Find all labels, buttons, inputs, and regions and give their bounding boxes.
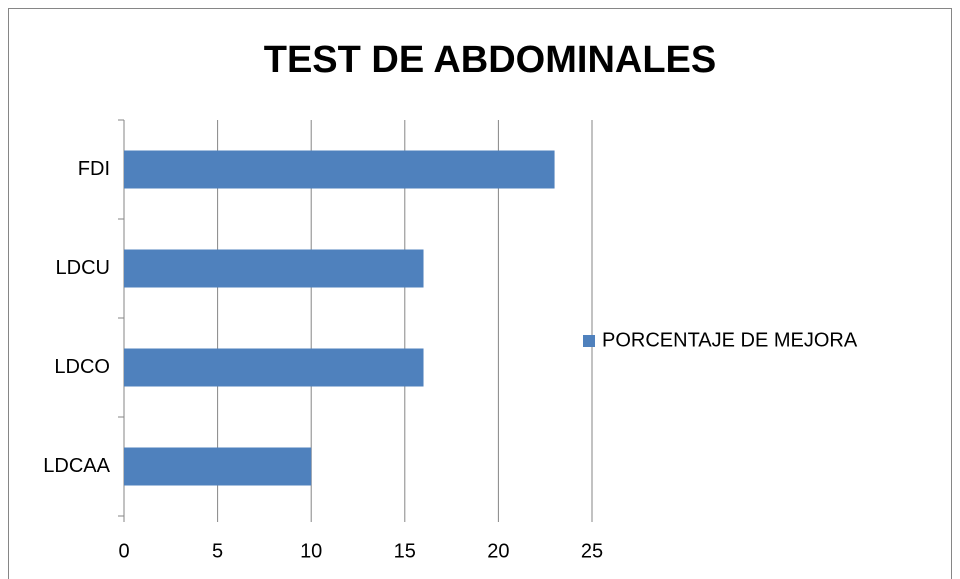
legend-label: PORCENTAJE DE MEJORA — [602, 329, 858, 351]
bar — [124, 447, 312, 486]
bar — [124, 249, 424, 288]
chart-frame — [8, 8, 952, 579]
chart-title: TEST DE ABDOMINALES — [264, 39, 717, 81]
y-tick-label: LDCU — [56, 257, 110, 279]
x-tick-label: 5 — [212, 540, 223, 562]
bar — [124, 348, 424, 387]
y-tick-label: LDCO — [54, 356, 110, 378]
bar — [124, 150, 555, 189]
x-tick-label: 0 — [118, 540, 129, 562]
x-tick-label: 15 — [394, 540, 416, 562]
y-tick-label: FDI — [78, 158, 110, 180]
x-tick-label: 25 — [581, 540, 603, 562]
y-tick-label: LDCAA — [43, 455, 110, 477]
x-tick-label: 20 — [487, 540, 509, 562]
x-tick-label: 10 — [300, 540, 322, 562]
legend-swatch — [583, 335, 595, 347]
